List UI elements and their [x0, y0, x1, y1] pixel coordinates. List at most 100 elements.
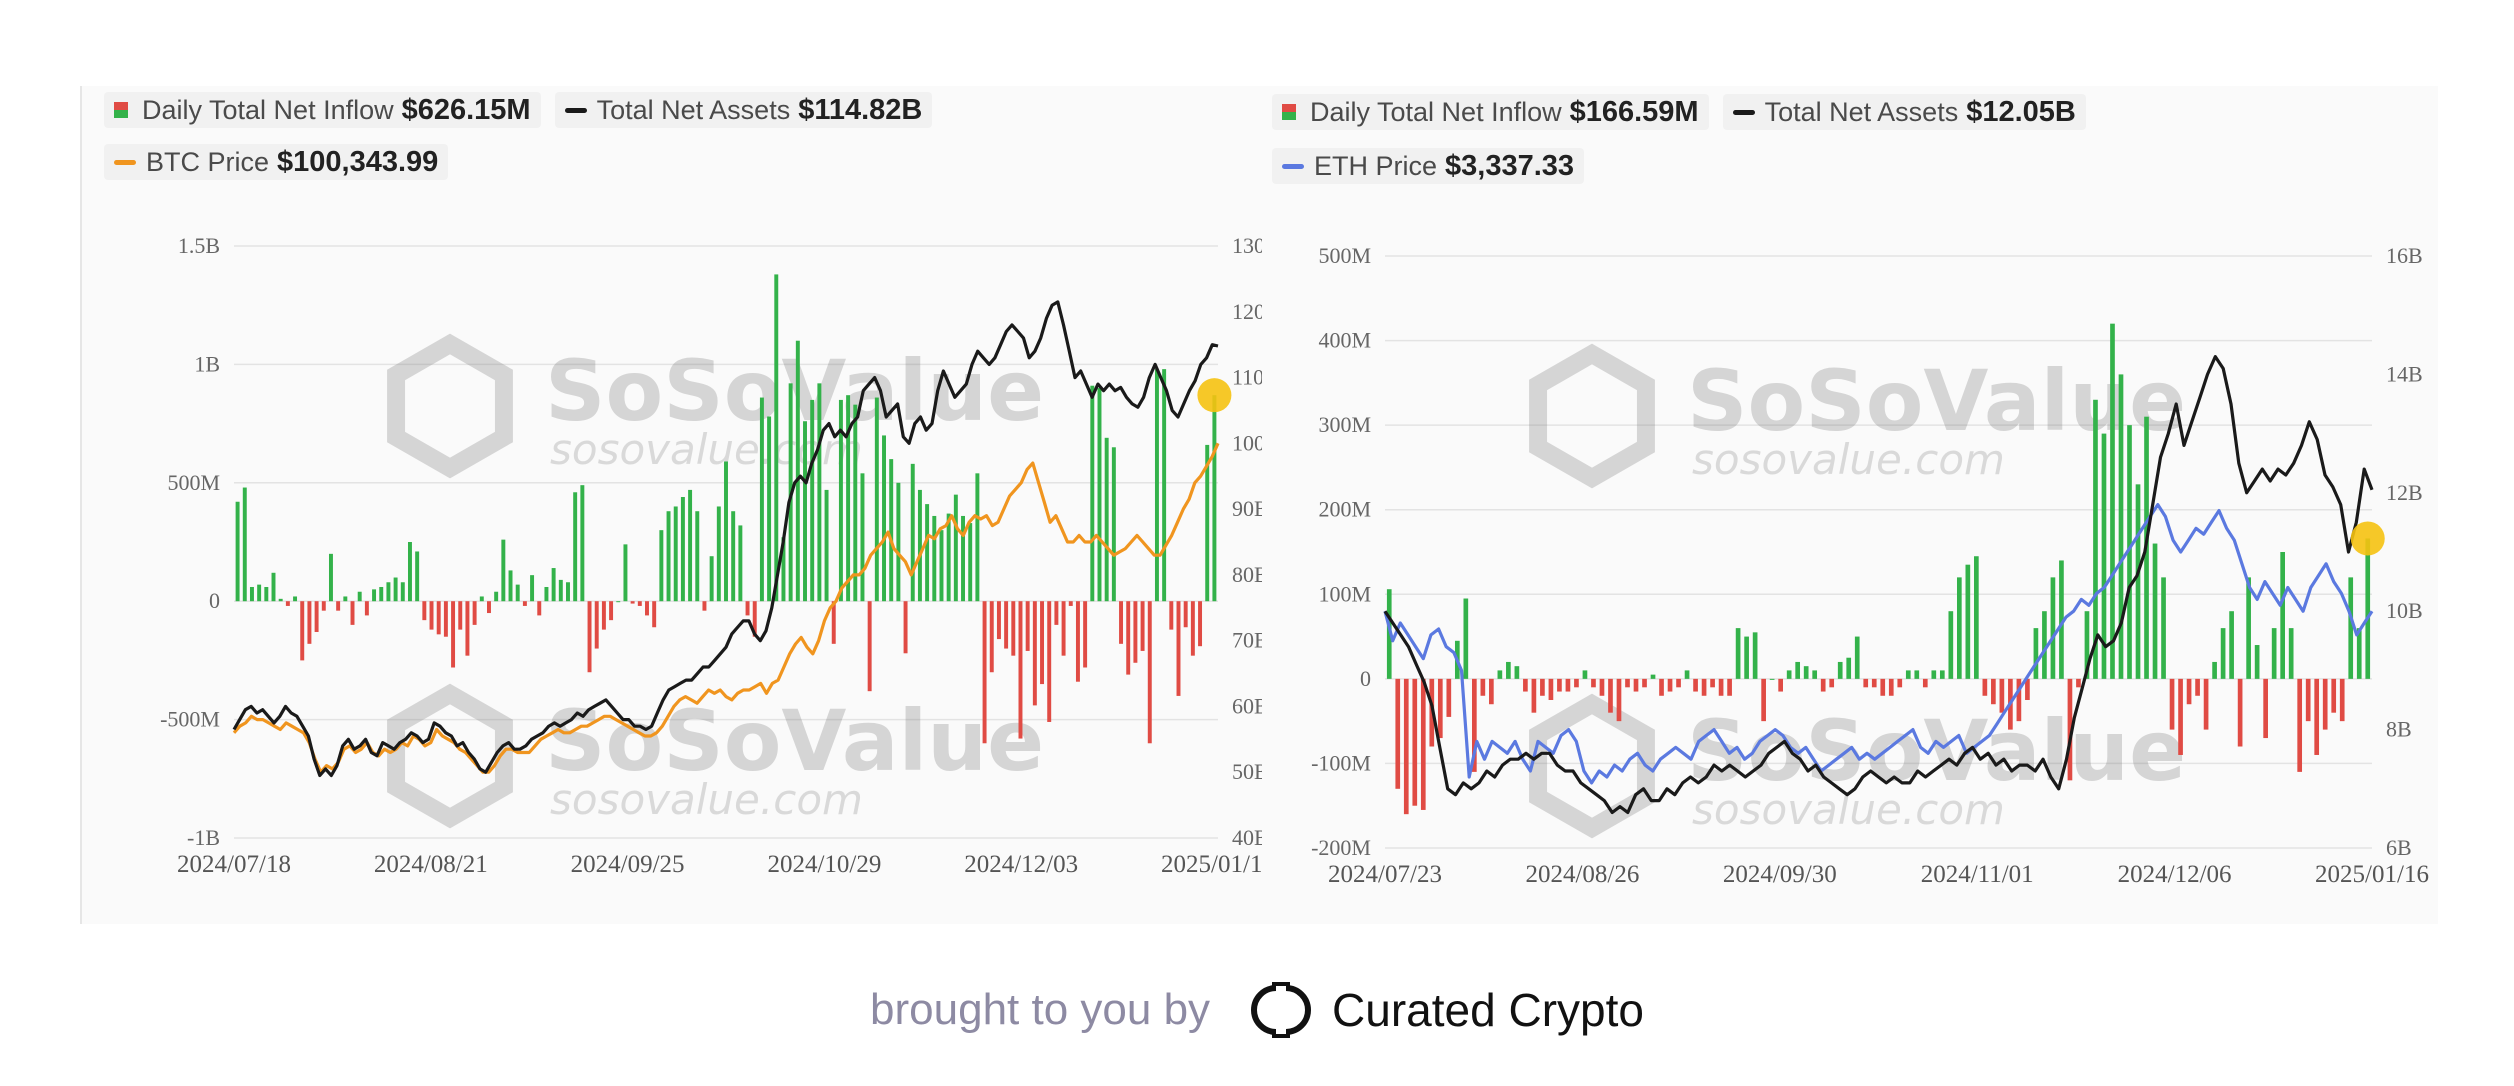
inflow-bar — [1974, 556, 1979, 679]
inflow-bar — [759, 397, 764, 602]
inflow-bar — [1506, 661, 1511, 679]
inflow-bar — [2356, 628, 2362, 679]
inflow-bar — [1018, 601, 1023, 739]
inflow-bar — [1025, 601, 1030, 651]
y-left-tick-label: 0 — [209, 588, 220, 613]
inflow-bar — [1205, 444, 1210, 602]
inflow-bar — [357, 591, 362, 602]
legend-label: ETH Price — [1314, 150, 1438, 181]
inflow-bar — [939, 530, 944, 602]
inflow-bar — [889, 459, 894, 602]
inflow-bar — [515, 584, 520, 602]
inflow-bar — [803, 421, 807, 602]
inflow-bar — [2127, 425, 2132, 679]
sosovalue-cube-icon — [1529, 693, 1655, 839]
eth-chart-svg: 500M 400M 300M 200M 100M 0 -100M -200M 16B 14B 12B… — [1311, 243, 2429, 888]
inflow-bar — [1650, 674, 1656, 679]
inflow-bar — [2178, 678, 2183, 755]
legend-total-net-assets[interactable]: Total Net Assets $12.05B — [1722, 94, 2086, 130]
watermark-url: sosovalue.com — [550, 775, 863, 824]
inflow-bar — [2288, 628, 2294, 679]
inflow-bar — [2118, 374, 2124, 679]
inflow-bar — [1472, 678, 1477, 772]
btc-legend-row-1: Daily Total Net Inflow $626.15M Total Ne… — [104, 92, 933, 128]
inflow-bar — [587, 601, 592, 673]
y-left-tick-label: 1B — [194, 351, 220, 376]
watermark-brand: SoSoValue — [545, 692, 1044, 790]
inflow-bar — [774, 274, 779, 602]
inflow-bar — [2084, 611, 2090, 679]
x-tick-label: 2024/07/23 — [1328, 861, 1442, 888]
inflow-bar — [601, 601, 606, 630]
inflow-bar — [1004, 601, 1009, 649]
inflow-bar — [1133, 601, 1138, 663]
y-right-tick-label: 100B — [1232, 430, 1262, 455]
inflow-bar — [242, 487, 247, 602]
inflow-bar — [1565, 678, 1571, 692]
inflow-bar — [422, 601, 427, 621]
inflow-bar — [1540, 678, 1545, 696]
y-left-tick-label: 500M — [1318, 243, 1371, 268]
inflow-bar — [853, 404, 858, 602]
y-right-tick-label: 8B — [2386, 717, 2412, 742]
inflow-bar — [379, 586, 384, 602]
x-tick-label: 2024/08/21 — [374, 851, 488, 878]
inflow-bar — [1083, 601, 1088, 668]
x-tick-label: 2024/09/30 — [1723, 861, 1837, 888]
inflow-bar — [688, 489, 693, 602]
inflow-bar — [1922, 678, 1928, 688]
y-right-tick-label: 80B — [1232, 562, 1262, 587]
legend-total-net-assets[interactable]: Total Net Assets $114.82B — [554, 92, 933, 128]
inflow-bar — [1437, 678, 1443, 739]
inflow-bar — [609, 601, 614, 621]
inflow-bar — [982, 601, 987, 744]
legend-value: $100,343.99 — [277, 145, 439, 178]
inflow-bar — [400, 582, 405, 602]
inflow-bar — [501, 539, 506, 602]
y-right-tick-label: 6B — [2386, 835, 2412, 860]
inflow-bar — [2033, 628, 2039, 679]
inflow-bar — [1846, 657, 1852, 679]
y-left-tick-label: 300M — [1318, 412, 1371, 437]
inflow-bar — [910, 463, 915, 602]
legend-eth-price[interactable]: ETH Price $3,337.33 — [1272, 148, 1585, 184]
sosovalue-cube-icon — [1529, 343, 1655, 489]
y-left-tick-label: 200M — [1318, 497, 1371, 522]
latest-inflow-marker-icon — [1197, 378, 1232, 413]
inflow-bar — [336, 601, 341, 611]
inflow-bar — [2246, 577, 2251, 679]
inflow-bar — [1599, 678, 1605, 696]
x-tick-label: 2024/12/03 — [964, 851, 1078, 878]
inflow-bar — [364, 601, 369, 616]
inflow-bar — [1939, 670, 1945, 679]
inflow-bar — [580, 485, 585, 602]
inflow-bar — [1032, 601, 1037, 706]
inflow-bar — [257, 584, 262, 602]
legend-daily-inflow[interactable]: Daily Total Net Inflow $626.15M — [104, 92, 541, 128]
inflow-bar — [1054, 601, 1059, 625]
inflow-bar — [393, 577, 398, 602]
inflow-bar — [544, 586, 549, 602]
inflow-bar — [2101, 433, 2107, 679]
inflow-bar — [1837, 661, 1843, 679]
inflow-bar — [946, 513, 951, 602]
inflow-bar — [1047, 601, 1052, 722]
x-tick-label: 2025/01/16 — [1161, 851, 1262, 878]
legend-value: $12.05B — [1966, 95, 2076, 128]
footer: brought to you by Curated Crypto — [0, 960, 2514, 1060]
y-right-tick-label: 130B — [1232, 233, 1262, 258]
inflow-bar — [1523, 678, 1528, 692]
y-right-tick-label: 10B — [2386, 598, 2423, 623]
inflow-bar — [1154, 369, 1159, 602]
inflow-bar — [1905, 670, 1911, 679]
btc-etf-chart-panel: Daily Total Net Inflow $626.15M Total Ne… — [80, 86, 1262, 924]
legend-btc-price[interactable]: BTC Price $100,343.99 — [104, 144, 449, 180]
inflow-bar — [767, 416, 772, 602]
footer-brand: Curated Crypto — [1332, 984, 1644, 1036]
inflow-bar — [2263, 678, 2268, 739]
eth-line-swatch-icon — [1282, 163, 1304, 169]
y-left-tick-label: 500M — [167, 470, 220, 495]
legend-daily-inflow[interactable]: Daily Total Net Inflow $166.59M — [1272, 94, 1709, 130]
inflow-bar — [637, 601, 642, 606]
